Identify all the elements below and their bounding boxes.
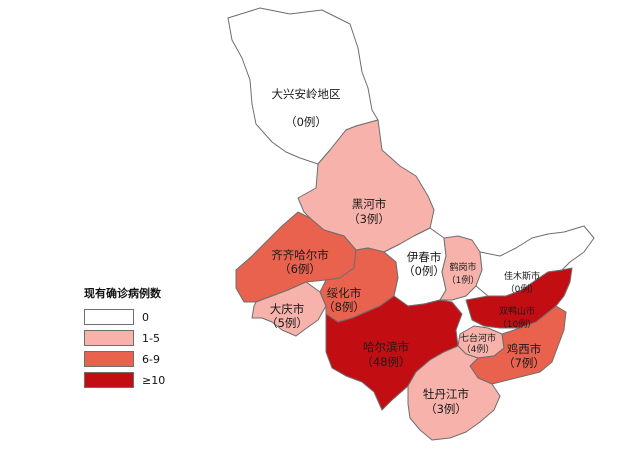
label-heihe-name: 黑河市 [352, 197, 387, 211]
label-suihua-value: （8例） [323, 300, 365, 314]
legend-item-2: 6-9 [84, 349, 204, 369]
legend-swatch [84, 351, 134, 367]
label-mudanjiang-name: 牡丹江市 [423, 387, 469, 401]
label-heihe-value: （3例） [348, 212, 390, 226]
label-shuangyashan-name: 双鸭山市 [499, 305, 535, 317]
region-daqing[interactable] [251, 281, 327, 337]
legend-label: 6-9 [142, 352, 160, 366]
label-yichun-name: 伊春市 [407, 250, 442, 264]
legend-item-1: 1-5 [84, 328, 204, 348]
label-qitaihe-name: 七台河市 [460, 332, 496, 344]
label-mudanjiang-value: （3例） [425, 402, 467, 416]
label-daxinganling-name: 大兴安岭地区 [272, 87, 341, 101]
region-shuangyashan[interactable] [465, 267, 573, 329]
label-qiqihar-name: 齐齐哈尔市 [271, 248, 329, 262]
legend-item-3: ≥10 [84, 370, 204, 390]
label-daxinganling-value: （0例） [285, 115, 327, 129]
label-jiamusi-name: 佳木斯市 [504, 270, 540, 282]
legend-swatch [84, 330, 134, 346]
legend-swatch [84, 309, 134, 325]
legend-label: 1-5 [142, 331, 160, 345]
label-qitaihe-value: （4例） [462, 343, 495, 355]
region-mudanjiang[interactable] [407, 345, 501, 441]
label-suihua-name: 绥化市 [327, 286, 362, 300]
label-hegang-name: 鹤岗市 [449, 261, 476, 273]
label-harbin-name: 哈尔滨市 [363, 340, 409, 354]
label-harbin-value: （48例） [361, 355, 410, 369]
map-legend: 现有确诊病例数 0 1-5 6-9 ≥10 [84, 285, 204, 391]
label-hegang-value: （1例） [447, 274, 480, 286]
label-daqing-value: （5例） [266, 316, 308, 330]
legend-swatch [84, 372, 134, 388]
label-daqing-name: 大庆市 [270, 302, 305, 316]
region-hegang[interactable] [439, 235, 483, 301]
label-shuangyashan-value: （10例） [498, 318, 536, 330]
label-yichun-value: （0例） [403, 264, 445, 278]
legend-label: 0 [142, 310, 149, 324]
legend-title: 现有确诊病例数 [84, 287, 161, 300]
label-jixi-value: （7例） [503, 356, 545, 370]
legend-label: ≥10 [142, 373, 166, 387]
legend-item-0: 0 [84, 307, 204, 327]
label-jiamusi-value: （0例） [506, 283, 539, 295]
label-jixi-name: 鸡西市 [507, 342, 542, 356]
label-qiqihar-value: （6例） [279, 262, 321, 276]
